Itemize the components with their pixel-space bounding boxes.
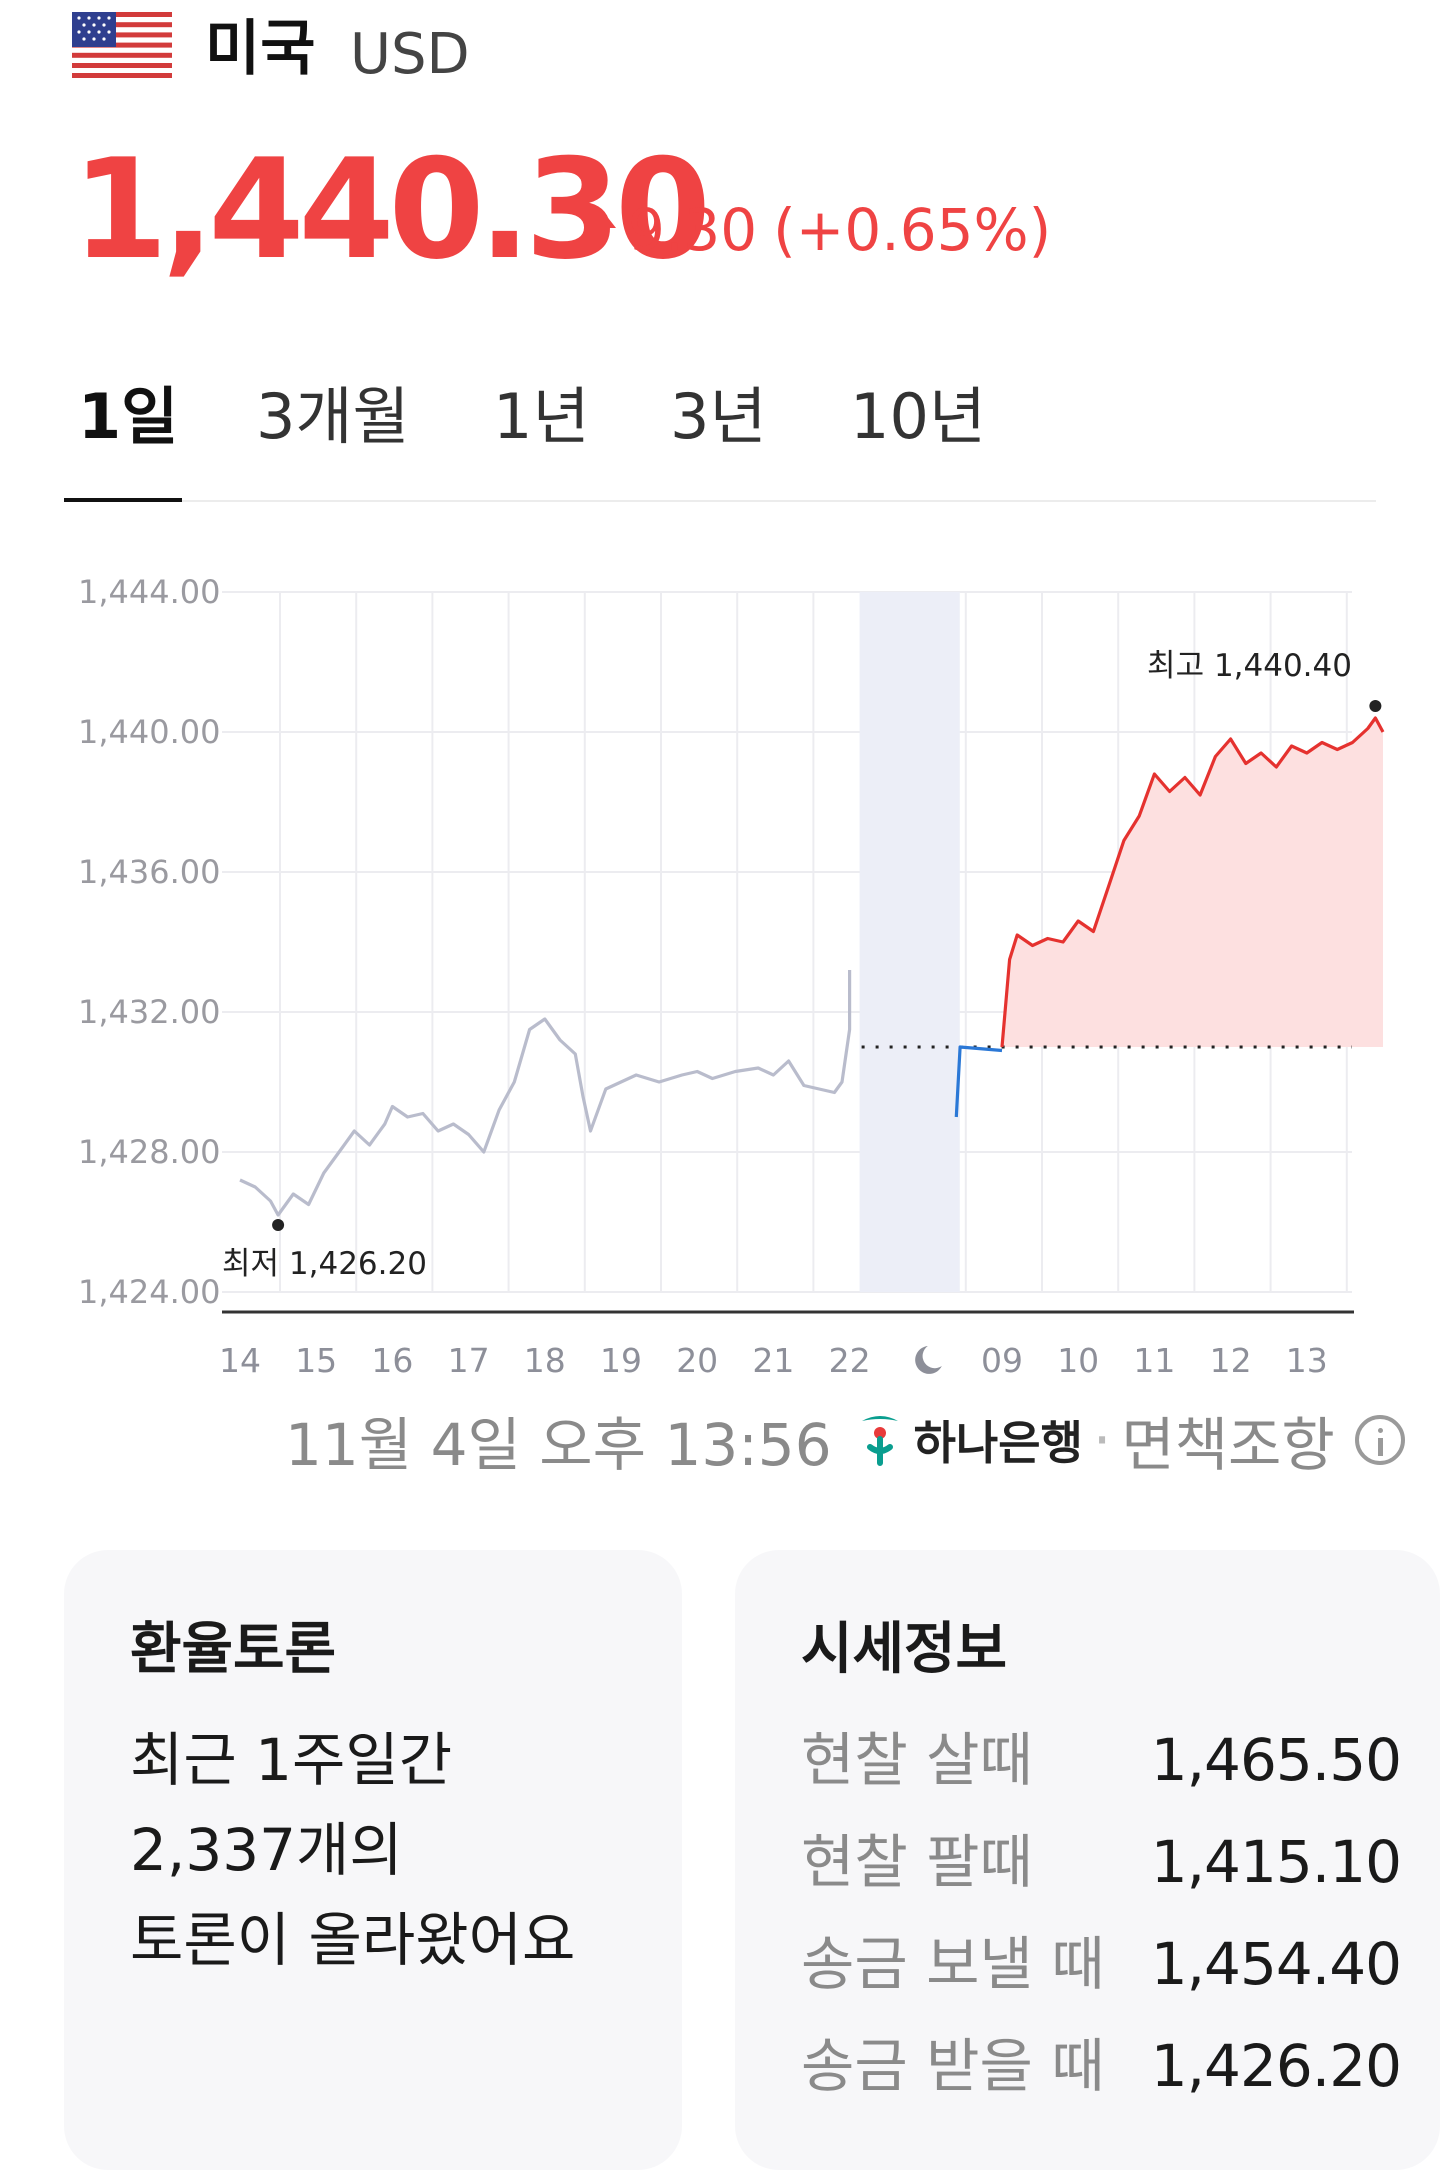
low-point-marker xyxy=(272,1219,285,1231)
x-tick-label: 13 xyxy=(1286,1341,1328,1380)
y-axis-labels: 1,444.00 1,440.00 1,436.00 1,432.00 1,428.00… xyxy=(78,573,221,1311)
x-tick-label: 22 xyxy=(829,1341,871,1380)
quote-label: 현찰 살때 xyxy=(801,1726,1033,1794)
quote-value: 1,415.10 xyxy=(1150,1828,1402,1896)
x-tick-label: 09 xyxy=(981,1341,1023,1380)
disclaimer-link[interactable]: 면책조항 xyxy=(1121,1411,1335,1479)
x-tick-label: 21 xyxy=(752,1341,794,1380)
y-tick-label: 1,432.00 xyxy=(78,993,221,1031)
discussion-title: 환율토론 xyxy=(130,1617,337,1682)
tab-divider xyxy=(64,500,1376,502)
series-line-today xyxy=(1000,716,1385,1048)
quote-row-cash-sell: 현찰 팔때 1,415.10 xyxy=(801,1817,1402,1907)
quote-value: 1,426.20 xyxy=(1150,2032,1402,2100)
y-tick-label: 1,428.00 xyxy=(78,1133,221,1171)
tab-10y[interactable]: 10년 xyxy=(850,380,986,453)
high-point-marker xyxy=(1369,700,1382,712)
info-icon[interactable] xyxy=(1354,1415,1405,1465)
x-tick-label: 15 xyxy=(295,1341,337,1380)
series-lines xyxy=(239,716,1385,1217)
exchange-rate-price: 1,440.30 xyxy=(72,129,711,290)
change-percent: (+0.65%) xyxy=(773,196,1052,264)
discussion-card[interactable]: 환율토론 최근 1주일간 2,337개의 토론이 올라왔어요 xyxy=(64,1550,682,2170)
x-tick-label: 17 xyxy=(448,1341,490,1380)
quote-info-title: 시세정보 xyxy=(801,1617,1008,1682)
hana-bank-logo-icon xyxy=(861,1416,898,1466)
us-flag-icon xyxy=(72,12,172,78)
x-tick-label: 19 xyxy=(600,1341,642,1380)
tab-3y[interactable]: 3년 xyxy=(670,380,767,453)
x-tick-label: 11 xyxy=(1133,1341,1175,1380)
quote-label: 현찰 팔때 xyxy=(801,1828,1033,1896)
exchange-rate-chart[interactable]: 1,444.00 1,440.00 1,436.00 1,432.00 1,428.00… xyxy=(0,560,1440,1380)
series-line-overnight xyxy=(954,1045,1003,1118)
y-tick-label: 1,440.00 xyxy=(78,713,221,751)
tab-1d[interactable]: 1일 xyxy=(78,380,179,453)
x-tick-label: 14 xyxy=(219,1341,261,1380)
up-arrow-icon xyxy=(588,210,616,228)
quote-info-card[interactable]: 시세정보 현찰 살때 1,465.50 현찰 팔때 1,415.10 송금 보낼… xyxy=(735,1550,1440,2170)
high-point-label: 최고 1,440.40 xyxy=(1147,648,1352,684)
moon-icon xyxy=(915,1346,942,1374)
x-axis-labels: 14 15 16 17 18 19 20 21 22 09 10 11 12 13 xyxy=(219,1341,1328,1380)
quote-row-cash-buy: 현찰 살때 1,465.50 xyxy=(801,1715,1402,1805)
tab-1y[interactable]: 1년 xyxy=(493,380,590,453)
y-tick-label: 1,424.00 xyxy=(78,1273,221,1311)
price-change: 9.30 (+0.65%) xyxy=(588,190,1051,270)
low-point-label: 최저 1,426.20 xyxy=(222,1246,427,1282)
discussion-summary: 최근 1주일간 2,337개의 토론이 올라왔어요 xyxy=(130,1715,575,1985)
series-line-previous_day xyxy=(239,970,852,1217)
tab-3m[interactable]: 3개월 xyxy=(256,380,410,453)
quote-label: 송금 보낼 때 xyxy=(801,1930,1105,1998)
quote-label: 송금 받을 때 xyxy=(801,2032,1105,2100)
night-session-band xyxy=(859,592,960,1292)
quote-row-remit-send: 송금 보낼 때 1,454.40 xyxy=(801,1919,1402,2009)
x-tick-label: 16 xyxy=(371,1341,413,1380)
quote-row-remit-receive: 송금 받을 때 1,426.20 xyxy=(801,2021,1402,2111)
x-tick-label: 18 xyxy=(524,1341,566,1380)
change-absolute: 9.30 xyxy=(628,196,758,264)
active-tab-indicator xyxy=(64,498,182,502)
x-tick-label: 10 xyxy=(1057,1341,1099,1380)
data-source-line: 11월 4일 오후 13:56 하나은행 · 면책조항 xyxy=(285,1400,1405,1480)
y-tick-label: 1,436.00 xyxy=(78,853,221,891)
quote-value: 1,454.40 xyxy=(1150,1930,1402,1998)
currency-code: USD xyxy=(350,22,470,87)
bank-name: 하나은행 xyxy=(913,1416,1083,1470)
y-tick-label: 1,444.00 xyxy=(78,573,221,611)
discussion-line: 토론이 올라왔어요 xyxy=(130,1906,576,1974)
quote-value: 1,465.50 xyxy=(1150,1726,1402,1794)
x-tick-label: 20 xyxy=(676,1341,718,1380)
today-area-fill xyxy=(1002,718,1383,1047)
country-name: 미국 xyxy=(205,14,316,84)
separator-dot: · xyxy=(1092,1406,1112,1474)
update-timestamp: 11월 4일 오후 13:56 xyxy=(285,1411,832,1479)
x-tick-label: 12 xyxy=(1210,1341,1252,1380)
discussion-line: 2,337개의 xyxy=(130,1816,403,1884)
discussion-line: 최근 1주일간 xyxy=(130,1726,453,1794)
